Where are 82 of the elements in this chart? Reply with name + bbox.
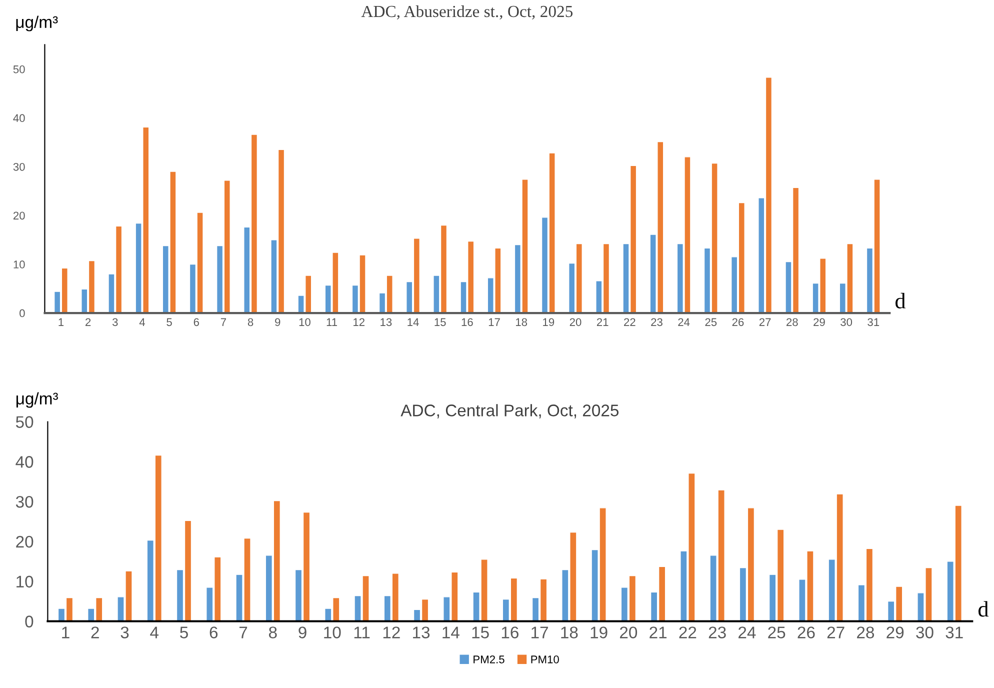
y-tick-label: 40 (13, 114, 25, 122)
legend-label: PM2.5 (474, 656, 504, 664)
x-tick-label: 1 (58, 318, 64, 326)
x-tick-label: 22 (624, 318, 636, 326)
y-tick-label: 0 (25, 616, 34, 628)
x-tick-label: 12 (383, 626, 400, 638)
legend-label: PM10 (531, 656, 559, 664)
x-axis-title: d (978, 601, 989, 617)
x-tick-label: 10 (299, 318, 310, 326)
x-tick-label: 21 (650, 626, 667, 638)
x-tick-label: 6 (210, 626, 218, 638)
x-tick-label: 18 (516, 318, 528, 326)
x-tick-label: 11 (354, 626, 370, 638)
x-tick-label: 15 (472, 626, 489, 638)
chart-title: ADC, Central Park, Oct, 2025 (400, 404, 619, 418)
y-tick-label: 20 (16, 536, 34, 548)
x-tick-label: 21 (596, 318, 608, 326)
x-tick-label: 28 (857, 626, 874, 638)
x-tick-label: 14 (408, 318, 419, 326)
x-tick-label: 17 (488, 318, 500, 326)
chart-title: ADC, Abuseridze st., Oct, 2025 (361, 5, 573, 20)
y-tick-label: 50 (13, 65, 25, 74)
x-tick-label: 16 (462, 318, 473, 326)
x-axis-title: d (896, 292, 906, 309)
x-tick-label: 13 (380, 318, 392, 326)
x-tick-label: 18 (561, 626, 578, 638)
x-tick-label: 31 (868, 318, 880, 326)
x-tick-label: 1 (62, 626, 70, 638)
x-tick-label: 16 (502, 626, 518, 638)
x-tick-label: 31 (946, 626, 963, 638)
x-tick-label: 29 (886, 626, 904, 638)
x-tick-label: 4 (150, 626, 159, 638)
y-axis-title: μg/m³ (16, 16, 58, 32)
x-tick-label: 19 (543, 318, 554, 326)
x-tick-label: 8 (268, 626, 277, 638)
x-tick-label: 11 (326, 318, 338, 326)
x-tick-label: 10 (324, 626, 341, 638)
x-tick-label: 13 (413, 626, 430, 638)
x-tick-label: 30 (840, 318, 852, 326)
x-tick-label: 23 (651, 318, 662, 326)
x-tick-label: 27 (759, 318, 771, 326)
x-tick-label: 7 (239, 626, 248, 638)
y-tick-label: 40 (16, 456, 34, 468)
y-tick-label: 30 (13, 162, 25, 171)
y-tick-label: 10 (16, 576, 34, 588)
x-tick-label: 24 (738, 626, 756, 638)
x-tick-label: 3 (120, 626, 129, 638)
x-tick-label: 6 (194, 318, 199, 326)
x-tick-label: 26 (732, 318, 744, 326)
x-tick-label: 8 (248, 318, 254, 326)
x-tick-label: 23 (708, 626, 726, 638)
x-tick-label: 9 (298, 626, 306, 638)
x-tick-label: 29 (814, 318, 825, 326)
x-tick-label: 28 (786, 318, 798, 326)
y-axis-title: μg/m³ (16, 392, 58, 408)
y-tick-label: 50 (16, 416, 34, 428)
x-tick-label: 15 (434, 318, 446, 326)
x-tick-label: 2 (86, 318, 91, 326)
x-tick-label: 5 (166, 318, 172, 326)
x-tick-label: 2 (91, 626, 99, 638)
x-tick-label: 25 (768, 626, 786, 638)
x-tick-label: 3 (112, 318, 118, 326)
y-tick-label: 10 (14, 260, 25, 268)
x-tick-label: 20 (620, 626, 638, 638)
x-tick-label: 20 (570, 318, 582, 326)
y-tick-label: 20 (13, 212, 25, 220)
x-tick-label: 4 (139, 318, 145, 326)
x-tick-label: 26 (798, 626, 815, 638)
x-tick-label: 14 (442, 626, 460, 638)
x-tick-label: 7 (220, 318, 226, 326)
x-tick-label: 19 (590, 626, 608, 638)
x-tick-label: 5 (180, 626, 188, 638)
y-tick-label: 0 (20, 309, 25, 318)
x-tick-label: 24 (678, 318, 690, 326)
x-tick-label: 27 (827, 626, 844, 638)
x-tick-label: 17 (532, 626, 548, 638)
x-tick-label: 9 (275, 318, 280, 326)
x-tick-label: 25 (705, 318, 717, 326)
x-tick-label: 30 (916, 626, 934, 638)
x-tick-label: 22 (679, 626, 696, 638)
x-tick-label: 12 (354, 318, 364, 326)
y-tick-label: 30 (16, 496, 34, 508)
